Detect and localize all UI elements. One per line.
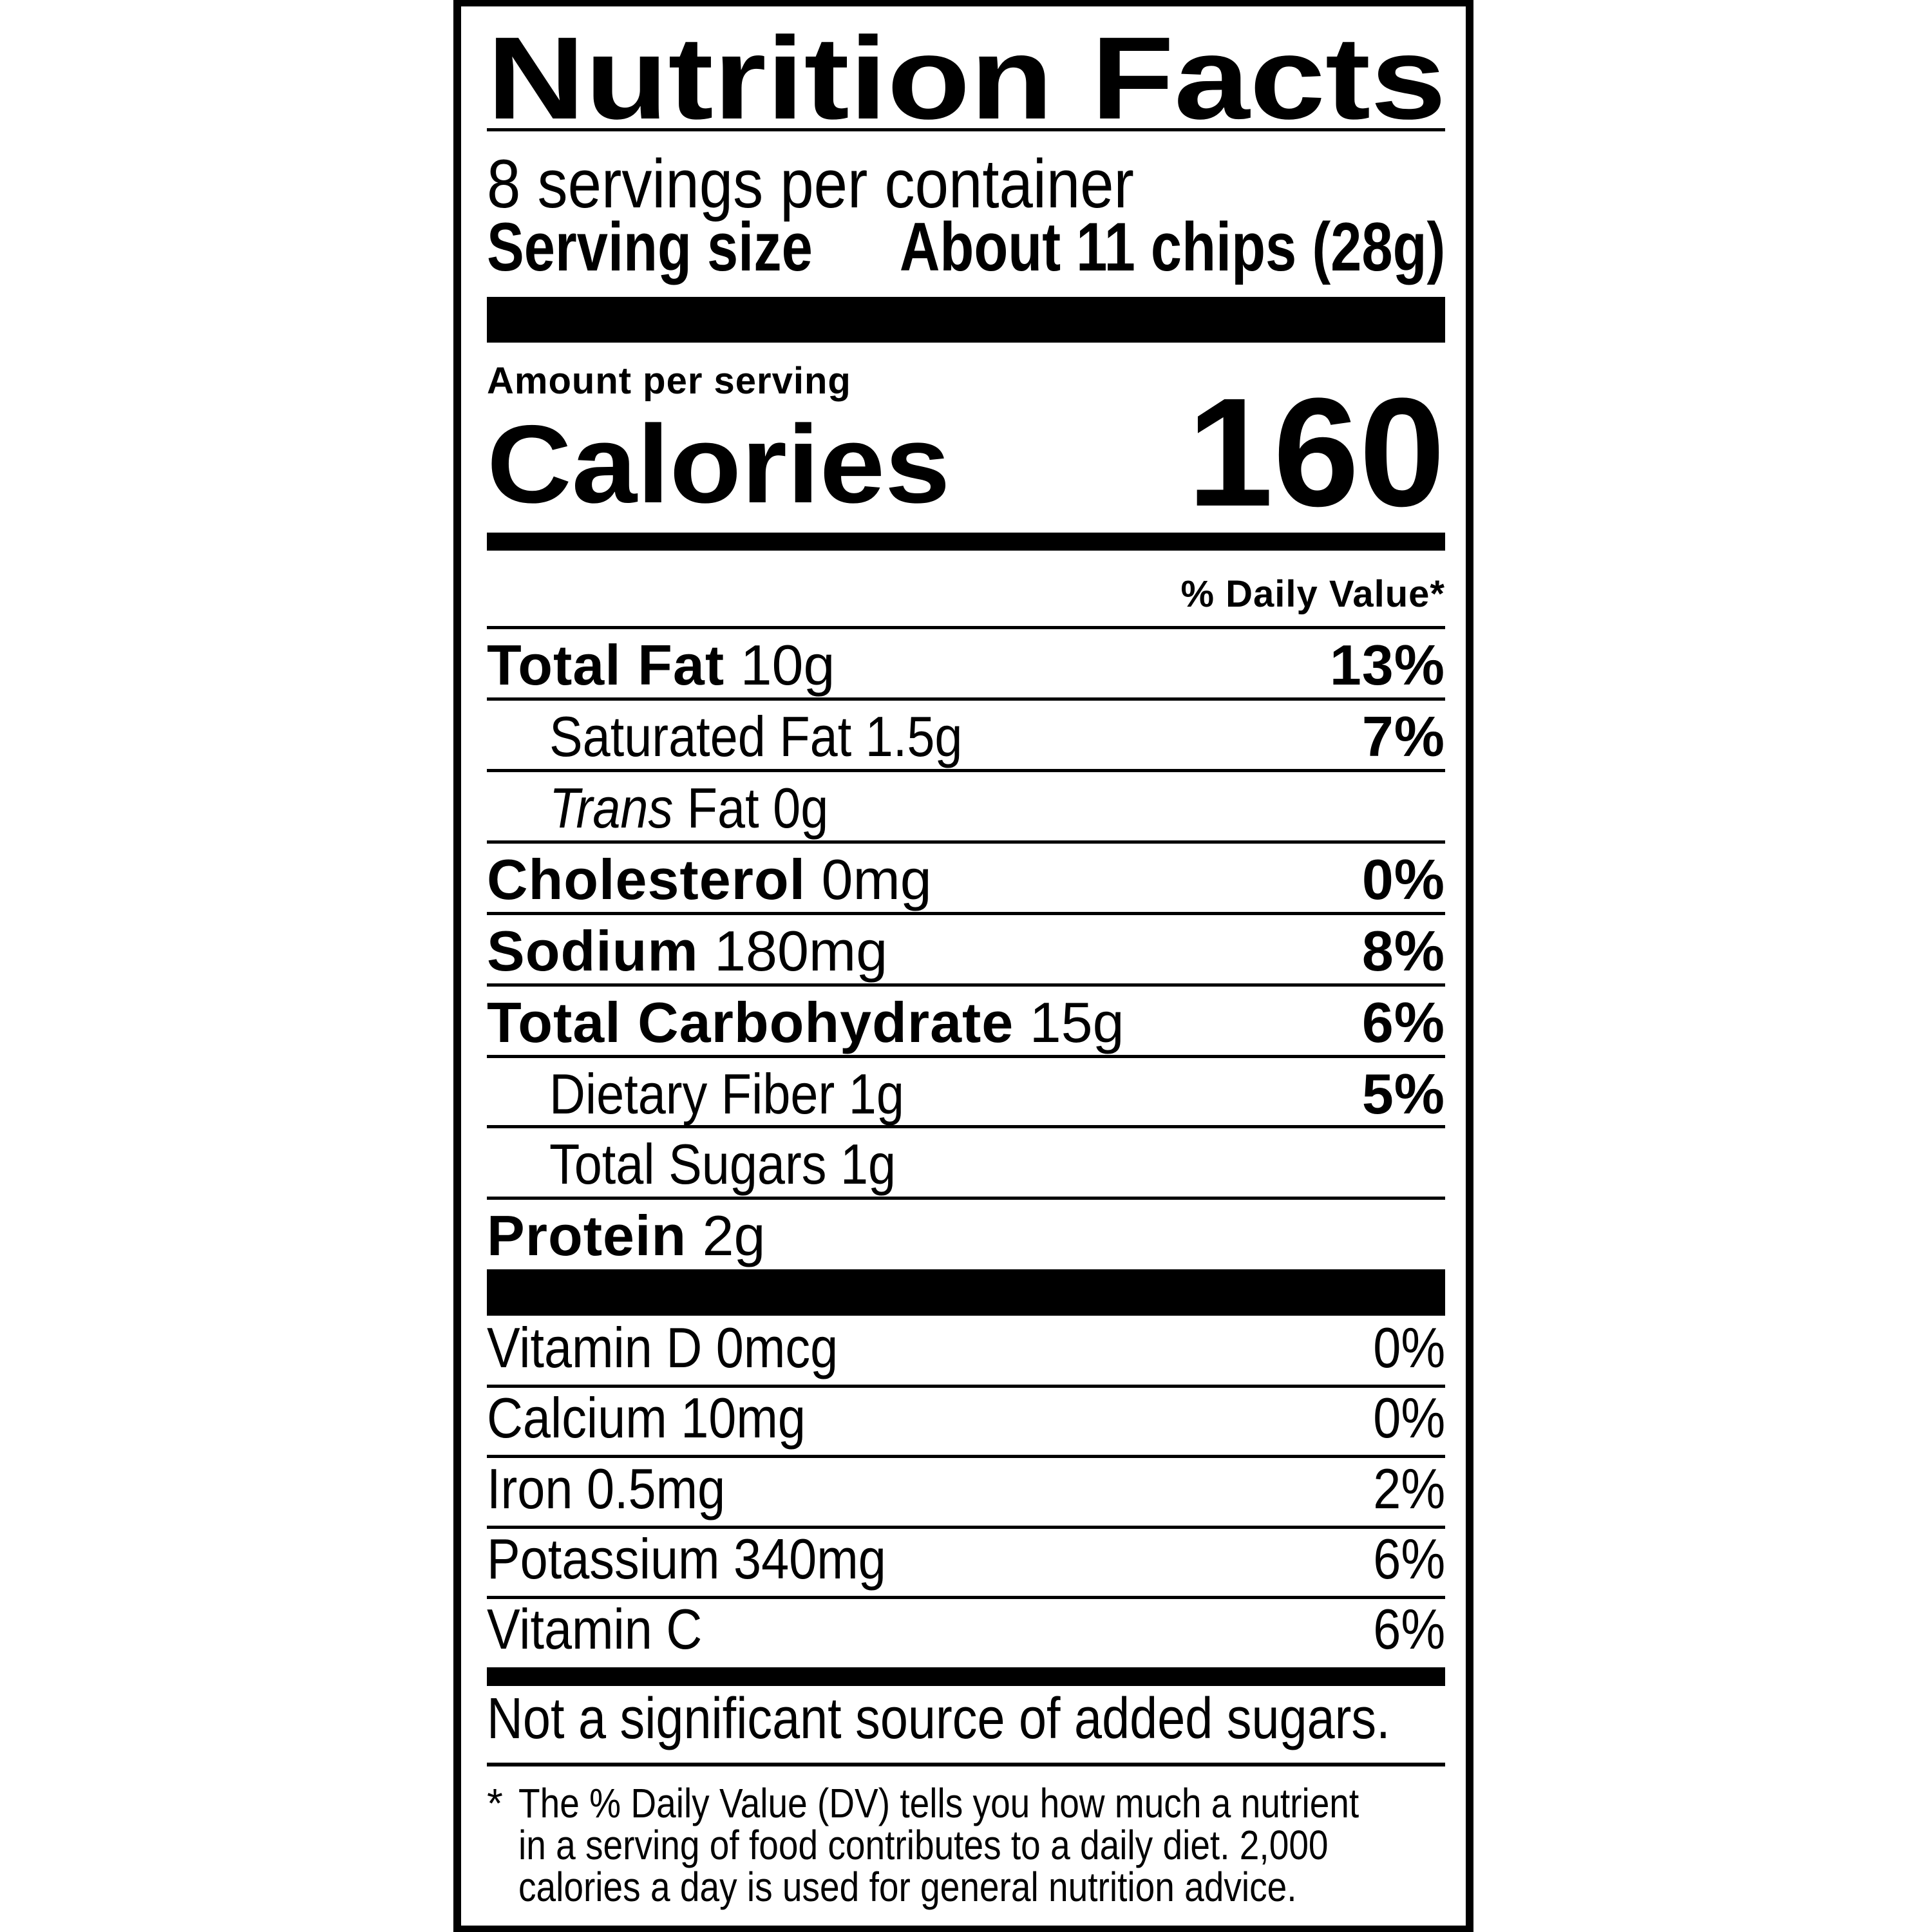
nutrient-name: Sodium: [487, 919, 699, 983]
vitamin-dv: 6%: [1373, 1597, 1445, 1661]
medium-divider: [487, 533, 1445, 551]
divider: [487, 1763, 1445, 1766]
vitamin-text: Potassium 340mg: [487, 1527, 886, 1591]
nutrient-name: Total Carbohydrate: [487, 990, 1014, 1054]
serving-size-label: Serving size: [487, 208, 813, 285]
divider: [487, 1455, 1445, 1458]
vitamin-text: Calcium 10mg: [487, 1386, 806, 1450]
nutrient-amount: 0mg: [821, 848, 932, 911]
medium-divider: [487, 1667, 1445, 1686]
vitamin-text: Vitamin D 0mcg: [487, 1316, 838, 1379]
nutrient-name: Dietary Fiber: [549, 1062, 835, 1126]
divider: [487, 1125, 1445, 1128]
divider: [487, 1055, 1445, 1058]
nutrient-name-italic: Trans: [549, 776, 674, 840]
divider: [487, 840, 1445, 844]
nutrition-label-border: [453, 0, 1473, 1932]
thick-divider: [487, 297, 1445, 343]
nutrient-amount: 1g: [848, 1062, 904, 1126]
nutrient-amount: 15g: [1029, 990, 1124, 1054]
nutrient-name: Protein: [487, 1204, 687, 1267]
footnote-asterisk: *: [487, 1780, 503, 1826]
divider: [487, 697, 1445, 701]
calories-value: 160: [1187, 366, 1445, 538]
vitamin-dv: 0%: [1373, 1316, 1445, 1379]
nutrient-name: Total Fat: [487, 633, 725, 697]
servings-per-container: 8 servings per container: [487, 145, 1134, 222]
divider: [487, 1526, 1445, 1529]
nutrient-amount: 1.5g: [865, 705, 963, 768]
footnote-line: The % Daily Value (DV) tells you how muc…: [518, 1780, 1359, 1826]
nutrient-amount: 10g: [740, 633, 835, 697]
vitamin-dv: 6%: [1373, 1527, 1445, 1591]
nutrient-name: Saturated Fat: [549, 705, 852, 768]
nutrient-dv: 5%: [1361, 1062, 1445, 1126]
nutrient-amount: 0g: [773, 776, 829, 840]
nutrient-dv: 0%: [1361, 848, 1445, 911]
nutrient-name: Cholesterol: [487, 848, 806, 911]
calories-label: Calories: [487, 402, 951, 526]
divider: [487, 983, 1445, 987]
nutrient-dv: 8%: [1361, 919, 1445, 983]
divider: [487, 1197, 1445, 1200]
divider: [487, 912, 1445, 915]
nutrient-amount: 180mg: [714, 919, 888, 983]
amount-per-serving: Amount per serving: [487, 360, 851, 402]
added-sugars-note: Not a significant source of added sugars…: [487, 1687, 1390, 1751]
divider: [487, 769, 1445, 772]
nutrient-name: Fat: [687, 776, 759, 840]
divider: [487, 128, 1445, 131]
thick-divider: [487, 1269, 1445, 1316]
footnote-line: in a serving of food contributes to a da…: [518, 1822, 1329, 1868]
serving-size-value: About 11 chips (28g): [899, 208, 1445, 285]
nutrient-amount: 1g: [840, 1132, 896, 1196]
nutrient-name: Total Sugars: [549, 1132, 827, 1196]
divider: [487, 626, 1445, 629]
daily-value-header: % Daily Value*: [1180, 573, 1445, 615]
nutrient-dv: 7%: [1361, 705, 1445, 768]
vitamin-dv: 0%: [1373, 1386, 1445, 1450]
vitamin-dv: 2%: [1373, 1457, 1445, 1520]
divider: [487, 1385, 1445, 1388]
footnote-line: calories a day is used for general nutri…: [518, 1864, 1297, 1910]
vitamin-text: Vitamin C: [487, 1597, 703, 1661]
nutrient-dv: 13%: [1329, 633, 1445, 697]
vitamin-text: Iron 0.5mg: [487, 1457, 726, 1520]
divider: [487, 1596, 1445, 1599]
nutrient-amount: 2g: [702, 1204, 766, 1267]
nutrient-dv: 6%: [1361, 990, 1445, 1054]
label-title: Nutrition Facts: [487, 12, 1446, 144]
